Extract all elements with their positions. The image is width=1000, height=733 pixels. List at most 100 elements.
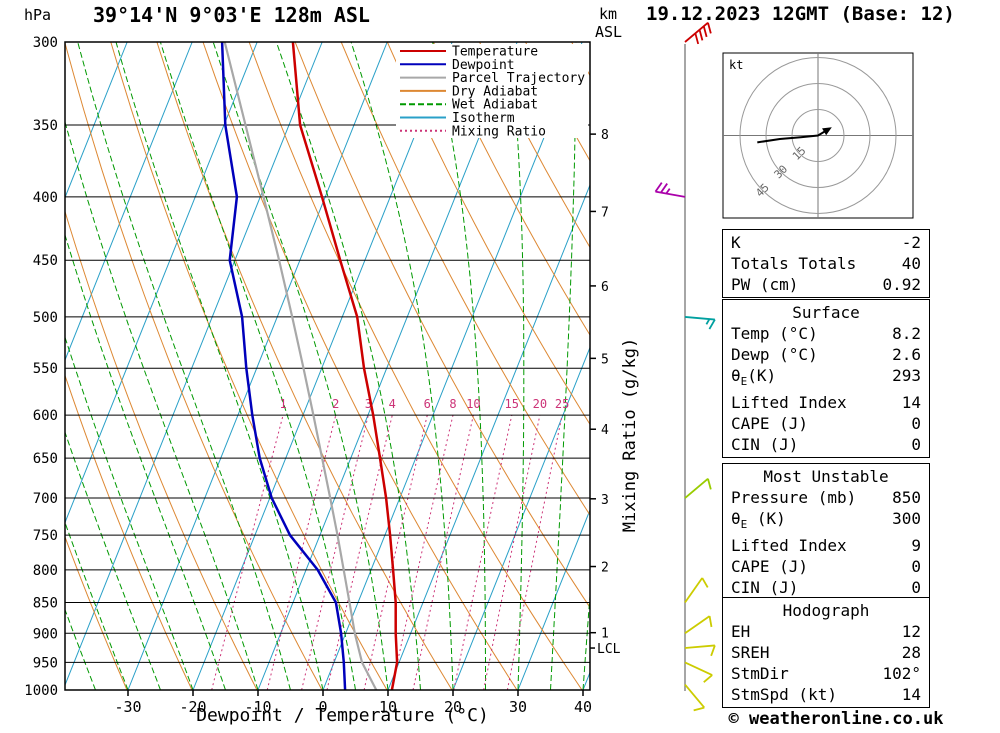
- row-value: 0.92: [882, 275, 921, 294]
- row-label: Lifted Index: [731, 536, 847, 556]
- row-label: CIN (J): [731, 435, 799, 455]
- mixing-ratio-label: 8: [449, 397, 456, 411]
- wind-barb: [684, 478, 712, 499]
- mixing-ratio-label: 4: [389, 397, 396, 411]
- row-value: 0: [911, 557, 921, 577]
- hodograph-unit-label: kt: [729, 58, 743, 72]
- row-value: 14: [901, 393, 921, 413]
- pressure-tick-label: 300: [33, 35, 58, 51]
- row-value: 850: [892, 488, 921, 507]
- pressure-tick-label: 400: [33, 190, 58, 206]
- table-row: SREH 28: [723, 642, 929, 663]
- mixing-ratio-label: 2: [332, 397, 339, 411]
- pressure-tick-label: 550: [33, 361, 58, 377]
- axis-ticks-labels: 3003504004505005506006507007508008509009…: [24, 35, 620, 716]
- table-title: Surface: [792, 303, 860, 322]
- legend-label: Isotherm: [452, 111, 515, 126]
- legend-label: Mixing Ratio: [452, 124, 546, 139]
- row-value: -2: [901, 233, 921, 252]
- wind-barb: [684, 661, 713, 683]
- km-axis-unit: km: [599, 5, 618, 23]
- table-title: Most Unstable: [763, 467, 889, 486]
- temp-tick-label: -10: [244, 698, 271, 716]
- asl-axis-unit: ASL: [595, 23, 623, 41]
- row-value: 0: [911, 435, 921, 455]
- row-label: Pressure (mb): [731, 488, 857, 507]
- table-row: PW (cm) 0.92: [723, 274, 929, 295]
- row-label: CIN (J): [731, 578, 799, 598]
- row-value: 293: [892, 366, 921, 385]
- table-hodograph-table: Hodograph EH 12 SREH 28 StmDir 102° StmSpd (kt)…: [722, 597, 930, 708]
- temp-tick-label: -20: [179, 698, 206, 716]
- km-tick-label: 5: [601, 352, 609, 367]
- copyright: © weatheronline.co.uk: [728, 709, 944, 729]
- wind-barb: [684, 316, 716, 330]
- pressure-tick-label: 850: [33, 596, 58, 612]
- row-value: 12: [901, 622, 921, 641]
- row-value: 2.6: [892, 345, 921, 364]
- pressure-axis-unit: hPa: [24, 6, 52, 24]
- row-value: 0: [911, 414, 921, 434]
- pressure-tick-label: 1000: [24, 683, 58, 699]
- pressure-tick-label: 350: [33, 118, 58, 134]
- pressure-tick-label: 900: [33, 626, 58, 642]
- wind-barb-column: [654, 22, 716, 712]
- row-label: CAPE (J): [731, 557, 809, 577]
- row-label: K: [731, 233, 741, 252]
- temp-tick-label: -30: [114, 698, 141, 716]
- table-row: Temp (°C) 8.2: [723, 323, 929, 344]
- row-value: 9: [911, 536, 921, 556]
- table-title: Hodograph: [782, 601, 870, 620]
- legend-label: Temperature: [452, 45, 538, 60]
- table-row: CIN (J) 0: [723, 577, 929, 598]
- wind-barb: [654, 182, 686, 198]
- km-tick-label: 4: [601, 423, 609, 438]
- table-indices: K -2 Totals Totals 40 PW (cm) 0.92: [722, 229, 930, 298]
- km-tick-label: 8: [601, 128, 609, 143]
- temp-tick-label: 40: [574, 698, 592, 716]
- mixing-ratio-label: 3: [365, 397, 372, 411]
- row-label: StmDir: [731, 664, 789, 683]
- mixing-ratio-lines: [211, 414, 563, 690]
- mixing-ratio-label: 6: [424, 397, 431, 411]
- table-row: Lifted Index 14: [723, 392, 929, 413]
- table-row: CIN (J) 0: [723, 434, 929, 455]
- legend-label: Dewpoint: [452, 58, 515, 73]
- row-value: 102°: [882, 664, 921, 683]
- parcel-trajectory-curve: [223, 42, 378, 690]
- mixing-ratio-label: 20: [533, 397, 547, 411]
- pressure-tick-label: 500: [33, 310, 58, 326]
- plot-frame: [64, 41, 591, 691]
- row-label: Totals Totals: [731, 254, 857, 273]
- wind-barb: [684, 684, 705, 712]
- table-row: Lifted Index 9: [723, 535, 929, 556]
- km-tick-label: 7: [601, 205, 609, 220]
- table-row: StmSpd (kt) 14: [723, 684, 929, 705]
- row-label: Dewp (°C): [731, 345, 818, 364]
- mixing-ratio-axis-label: Mixing Ratio (g/kg): [620, 337, 640, 533]
- table-row: Totals Totals 40: [723, 253, 929, 274]
- row-label: Lifted Index: [731, 393, 847, 413]
- mixing-ratio-label: 1: [280, 397, 287, 411]
- table-row: Pressure (mb) 850: [723, 487, 929, 508]
- km-tick-label: 3: [601, 493, 609, 508]
- table-row: CAPE (J) 0: [723, 413, 929, 434]
- table-row: K -2: [723, 232, 929, 253]
- pressure-tick-label: 950: [33, 655, 58, 671]
- pressure-tick-label: 750: [33, 528, 58, 544]
- row-label: θE (K): [731, 509, 786, 532]
- station-title: 39°14'N 9°03'E 128m ASL: [93, 3, 370, 27]
- temp-tick-label: 10: [379, 698, 397, 716]
- table-row: StmDir 102°: [723, 663, 929, 684]
- row-value: 28: [901, 643, 921, 662]
- table-row: Dewp (°C) 2.6: [723, 344, 929, 365]
- row-label: Temp (°C): [731, 324, 818, 343]
- row-value: 40: [901, 254, 921, 273]
- table-row: θE (K) 300: [723, 508, 929, 535]
- row-label: PW (cm): [731, 275, 799, 294]
- mixing-ratio-label: 15: [505, 397, 519, 411]
- legend-label: Parcel Trajectory: [452, 71, 585, 86]
- table-row: EH 12: [723, 621, 929, 642]
- row-label: EH: [731, 622, 751, 641]
